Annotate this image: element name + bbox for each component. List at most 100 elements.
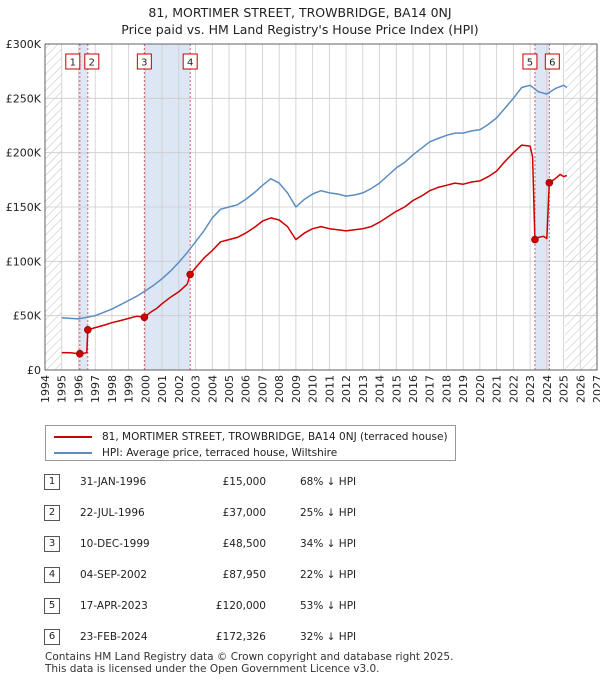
sale-number-badge: 4: [44, 567, 60, 583]
x-tick-label: 2012: [340, 375, 353, 403]
chart-subtitle: Price paid vs. HM Land Registry's House …: [121, 22, 479, 37]
sale-label-number: 3: [141, 58, 147, 69]
chart-title-block: 81, MORTIMER STREET, TROWBRIDGE, BA14 0N…: [0, 4, 600, 38]
plot-frame: [44, 43, 598, 371]
sale-date: 10-DEC-1999: [80, 538, 150, 550]
sale-point: [531, 235, 539, 244]
x-tick-label: 2014: [374, 375, 387, 403]
legend: 81, MORTIMER STREET, TROWBRIDGE, BA14 0N…: [45, 425, 456, 461]
sale-hpi-diff: 68% ↓ HPI: [300, 476, 357, 488]
sale-price: £172,326: [215, 631, 266, 643]
sale-label-number: 6: [549, 58, 555, 69]
x-tick-label: 2025: [558, 375, 571, 403]
x-tick-label: 2016: [407, 375, 420, 403]
sale-label-box: [84, 53, 100, 70]
x-tick-label: 2018: [440, 375, 453, 403]
hpi-series-line: [61, 84, 568, 320]
sale-number-badge: 2: [44, 505, 60, 521]
table-row: 4 04-SEP-2002 £87,950 22% ↓ HPI: [0, 565, 600, 585]
x-tick-label: 2017: [424, 375, 437, 403]
sale-price: £87,950: [222, 569, 266, 581]
sale-label-number: 4: [187, 58, 193, 69]
sale-hpi-diff: 34% ↓ HPI: [300, 538, 357, 550]
footer-copyright: Contains HM Land Registry data © Crown c…: [45, 651, 454, 663]
sale-label-number: 2: [89, 58, 95, 69]
sale-label-box: [182, 53, 198, 70]
x-tick-label: 2019: [457, 375, 470, 403]
sale-label-number: 5: [527, 58, 533, 69]
sale-date: 23-FEB-2024: [80, 631, 148, 643]
legend-swatch-property: [54, 436, 92, 438]
x-tick-label: 2009: [290, 375, 303, 403]
chart-title: 81, MORTIMER STREET, TROWBRIDGE, BA14 0N…: [148, 5, 452, 20]
table-row: 5 17-APR-2023 £120,000 53% ↓ HPI: [0, 596, 600, 616]
y-tick-label: £250K: [6, 92, 42, 105]
x-tick-label: 2022: [507, 375, 520, 403]
sale-hpi-diff: 53% ↓ HPI: [300, 600, 357, 612]
x-tick-label: 2002: [173, 375, 186, 403]
x-tick-label: 1995: [56, 375, 69, 403]
sale-point: [84, 325, 92, 334]
y-tick-label: £50K: [13, 310, 42, 323]
x-tick-label: 2021: [491, 375, 504, 403]
y-tick-label: £200K: [6, 147, 42, 160]
sale-label-box: [65, 53, 81, 70]
sale-label-number: 1: [70, 58, 76, 69]
y-tick-label: £0: [27, 364, 41, 377]
sale-label-box: [522, 53, 538, 70]
x-tick-label: 2001: [156, 375, 169, 403]
property-series-line: [61, 144, 568, 355]
price-chart: 1 2 3 4 5 6 £0 £50K £100K £150K £200K £250K £300K 1…: [6, 38, 600, 403]
table-row: 2 22-JUL-1996 £37,000 25% ↓ HPI: [0, 503, 600, 523]
sale-label-box: [136, 53, 152, 70]
sale-date: 31-JAN-1996: [80, 476, 147, 488]
y-tick-label: £300K: [6, 38, 42, 51]
sale-price: £37,000: [222, 507, 266, 519]
sale-point: [75, 349, 84, 358]
sale-hpi-diff: 32% ↓ HPI: [300, 631, 357, 643]
sale-hpi-diff: 22% ↓ HPI: [300, 569, 357, 581]
sale-price: £48,500: [222, 538, 266, 550]
x-tick-label: 2003: [190, 375, 203, 403]
footer-licence: This data is licensed under the Open Gov…: [45, 663, 380, 675]
legend-label-hpi: HPI: Average price, terraced house, Wilt…: [102, 447, 338, 459]
sale-hpi-diff: 25% ↓ HPI: [300, 507, 357, 519]
y-tick-label: £100K: [6, 255, 42, 268]
sale-point: [545, 178, 554, 187]
sale-point: [140, 313, 149, 322]
legend-swatch-hpi: [54, 452, 92, 454]
sale-price: £120,000: [215, 600, 266, 612]
x-tick-label: 2020: [474, 375, 487, 403]
x-tick-label: 2027: [591, 375, 600, 403]
sale-date: 04-SEP-2002: [80, 569, 148, 581]
x-tick-label: 2008: [273, 375, 286, 403]
x-tick-label: 2005: [223, 375, 236, 403]
table-row: 3 10-DEC-1999 £48,500 34% ↓ HPI: [0, 534, 600, 554]
sale-number-badge: 6: [44, 629, 60, 645]
sale-point: [186, 270, 194, 279]
sale-number-badge: 5: [44, 598, 60, 614]
x-tick-label: 2023: [524, 375, 537, 403]
x-tick-label: 1996: [72, 375, 85, 403]
x-tick-label: 2004: [206, 375, 219, 403]
x-tick-label: 2026: [574, 375, 587, 403]
y-tick-label: £150K: [6, 201, 42, 214]
sale-date: 22-JUL-1996: [80, 507, 145, 519]
x-tick-label: 2015: [390, 375, 403, 403]
x-tick-label: 2007: [256, 375, 269, 403]
sale-number-badge: 3: [44, 536, 60, 552]
x-tick-label: 1994: [39, 375, 52, 403]
table-row: 6 23-FEB-2024 £172,326 32% ↓ HPI: [0, 627, 600, 647]
x-tick-label: 2013: [357, 375, 370, 403]
sale-price: £15,000: [222, 476, 266, 488]
table-row: 1 31-JAN-1996 £15,000 68% ↓ HPI: [0, 472, 600, 492]
x-tick-label: 1997: [89, 375, 102, 403]
sale-date: 17-APR-2023: [80, 600, 148, 612]
x-tick-label: 1998: [106, 375, 119, 403]
x-tick-label: 2011: [323, 375, 336, 403]
legend-label-property: 81, MORTIMER STREET, TROWBRIDGE, BA14 0N…: [102, 431, 448, 443]
legend-item-property: 81, MORTIMER STREET, TROWBRIDGE, BA14 0N…: [54, 429, 448, 445]
x-tick-label: 2024: [541, 375, 554, 403]
x-tick-label: 2000: [139, 375, 152, 403]
footer: Contains HM Land Registry data © Crown c…: [45, 651, 585, 675]
